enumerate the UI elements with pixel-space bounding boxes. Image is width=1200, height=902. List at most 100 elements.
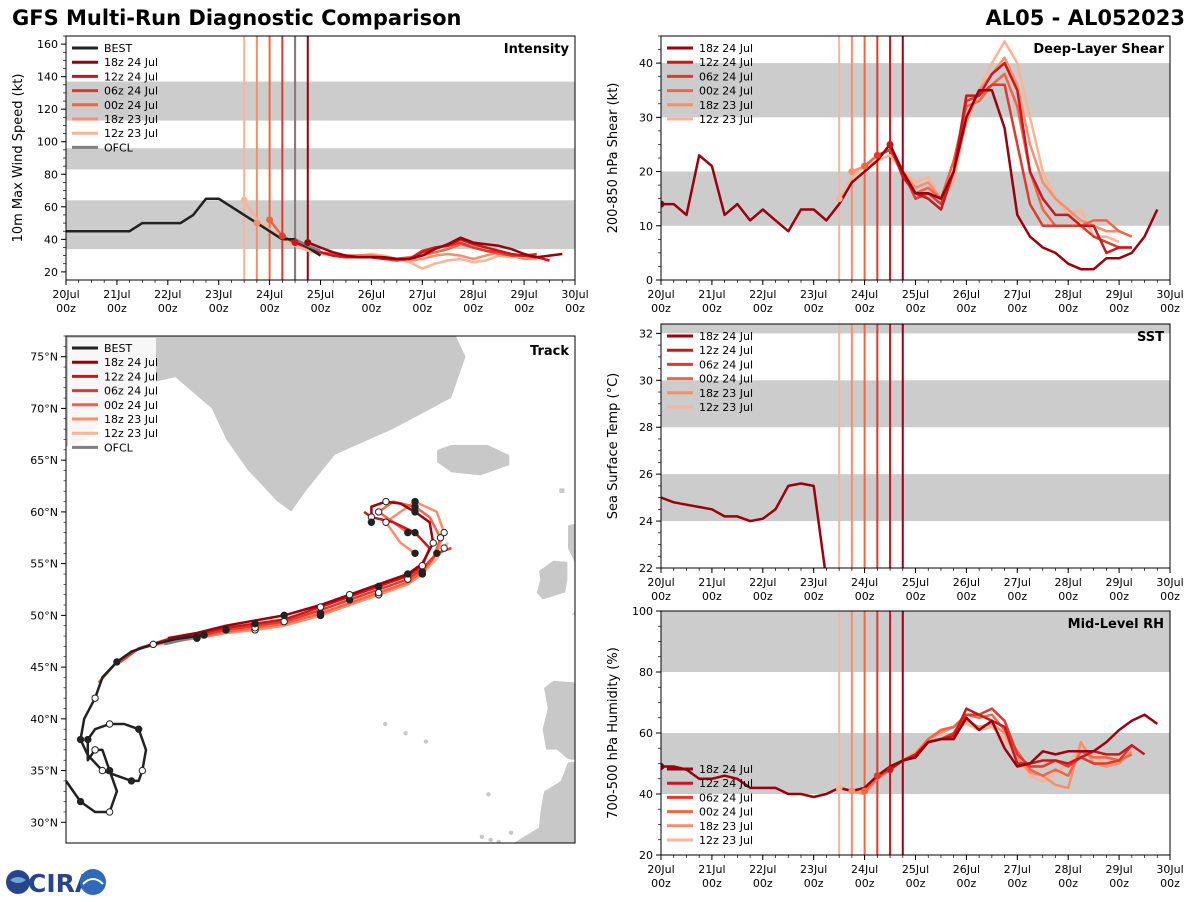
- panel-title: Mid-Level RH: [1068, 617, 1164, 632]
- track-point: [222, 626, 230, 634]
- legend-label-18z-24-jul: 18z 24 Jul: [699, 330, 753, 343]
- legend-label-12z-24-jul: 12z 24 Jul: [104, 70, 158, 83]
- init-point-00z-24-jul: [266, 216, 274, 224]
- iberia-france: [541, 630, 575, 761]
- panel-track: 30°N 35°N 40°N 45°N 50°N 55°N 60°N 65°N 70°N 75°N…: [30, 335, 576, 844]
- init-point-12z-24-jul: [291, 239, 299, 247]
- legend-label-00z-24-jul: 00z 24 Jul: [699, 806, 753, 819]
- track-point: [374, 508, 383, 516]
- track-point: [200, 631, 208, 639]
- legend-box: [68, 338, 156, 456]
- x-tick-label: 00z: [1160, 590, 1180, 603]
- ireland: [536, 560, 569, 601]
- x-tick-label: 26Jul: [953, 863, 980, 876]
- legend-label-18z-24-jul: 18z 24 Jul: [104, 56, 158, 69]
- x-tick-label: 00z: [260, 302, 280, 315]
- track-point: [105, 808, 114, 816]
- x-tick-label: 21Jul: [698, 863, 725, 876]
- y-tick-label: 50°N: [30, 609, 58, 622]
- track-point: [138, 766, 147, 775]
- x-tick-label: 22Jul: [749, 288, 776, 301]
- legend-label-06z-24-jul: 06z 24 Jul: [104, 385, 158, 398]
- y-tick-label: 20: [639, 849, 653, 862]
- figure-title: GFS Multi-Run Diagnostic Comparison: [12, 6, 462, 30]
- y-tick-label: 60: [44, 201, 58, 214]
- legend-label-06z-24-jul: 06z 24 Jul: [699, 70, 753, 83]
- x-tick-label: 00z: [906, 302, 926, 315]
- panel-rh: 20Jul00z21Jul00z22Jul00z23Jul00z24Jul00z…: [606, 605, 1184, 890]
- track-point: [411, 508, 419, 516]
- island: [479, 834, 485, 839]
- legend-label-12z-24-jul: 12z 24 Jul: [699, 344, 753, 357]
- track-point: [345, 590, 354, 599]
- x-tick-label: 20Jul: [647, 576, 674, 589]
- x-tick-label: 00z: [56, 302, 76, 315]
- track-point: [411, 528, 419, 537]
- x-tick-label: 23Jul: [800, 863, 827, 876]
- x-tick-label: 00z: [565, 302, 585, 315]
- x-tick-label: 00z: [753, 877, 773, 890]
- x-tick-label: 00z: [651, 590, 671, 603]
- x-tick-label: 22Jul: [154, 288, 181, 301]
- x-tick-label: 21Jul: [698, 288, 725, 301]
- track-point: [91, 694, 99, 702]
- x-tick-label: 26Jul: [358, 288, 385, 301]
- x-tick-label: 28Jul: [460, 288, 487, 301]
- plot-area-sst: [661, 324, 1170, 568]
- panel-title: SST: [1137, 330, 1164, 345]
- y-tick-label: 30: [639, 111, 653, 124]
- init-point-00z-24-jul: [861, 787, 869, 795]
- plot-area-shear: [661, 36, 1170, 280]
- track-point: [440, 528, 448, 537]
- x-tick-label: 00z: [753, 302, 773, 315]
- legend-label-06z-24-jul: 06z 24 Jul: [699, 358, 753, 371]
- x-tick-label: 00z: [855, 877, 875, 890]
- x-tick-label: 24Jul: [851, 863, 878, 876]
- y-tick-label: 70°N: [30, 402, 58, 415]
- legend-label-18z-24-jul: 18z 24 Jul: [699, 763, 753, 776]
- legend-label-18z-23-jul: 18z 23 Jul: [699, 99, 753, 112]
- x-tick-label: 00z: [651, 877, 671, 890]
- x-tick-label: 00z: [702, 590, 722, 603]
- init-point-18z-23-jul: [848, 787, 856, 795]
- x-tick-label: 00z: [514, 302, 534, 315]
- shaded-band: [66, 148, 575, 170]
- island: [508, 830, 514, 835]
- x-tick-label: 29Jul: [510, 288, 537, 301]
- cira-logo: CIRA: [4, 866, 108, 898]
- legend-label-12z-23-jul: 12z 23 Jul: [699, 113, 753, 126]
- panel-title: Intensity: [504, 42, 570, 57]
- x-tick-label: 30Jul: [1156, 288, 1183, 301]
- island: [383, 721, 388, 727]
- x-tick-label: 00z: [1109, 590, 1129, 603]
- legend-label-12z-23-jul: 12z 23 Jul: [699, 834, 753, 847]
- x-tick-label: 27Jul: [409, 288, 436, 301]
- y-tick-label: 55°N: [30, 558, 58, 571]
- track-point: [404, 528, 412, 537]
- legend-label-18z-23-jul: 18z 23 Jul: [104, 413, 158, 426]
- y-tick-label: 26: [639, 468, 653, 481]
- legend-label-18z-23-jul: 18z 23 Jul: [699, 820, 753, 833]
- track-point: [316, 603, 325, 611]
- track-point: [411, 549, 419, 557]
- legend-label-12z-24-jul: 12z 24 Jul: [699, 777, 753, 790]
- track-point: [149, 640, 157, 649]
- x-tick-label: 00z: [957, 590, 977, 603]
- panel-sst: 20Jul00z21Jul00z22Jul00z23Jul00z24Jul00z…: [606, 323, 1184, 603]
- track-point: [433, 549, 441, 557]
- legend-label-12z-24-jul: 12z 24 Jul: [104, 370, 158, 383]
- x-tick-label: 00z: [855, 302, 875, 315]
- y-tick-label: 40: [639, 788, 653, 801]
- y-tick-label: 0: [646, 274, 653, 287]
- init-point-12z-24-jul: [886, 766, 894, 774]
- series-18z-24-jul: [661, 713, 1159, 799]
- shaded-band: [66, 81, 575, 121]
- y-tick-label: 40°N: [30, 713, 58, 726]
- plot-area-rh: [661, 611, 1170, 855]
- series-18z-24-jul: [661, 482, 827, 568]
- init-point-06z-24-jul: [873, 772, 881, 780]
- legend-label-best: BEST: [104, 342, 132, 355]
- series-12z-24-jul: [294, 238, 550, 262]
- y-tick-label: 100: [37, 136, 58, 149]
- x-tick-label: 00z: [463, 302, 483, 315]
